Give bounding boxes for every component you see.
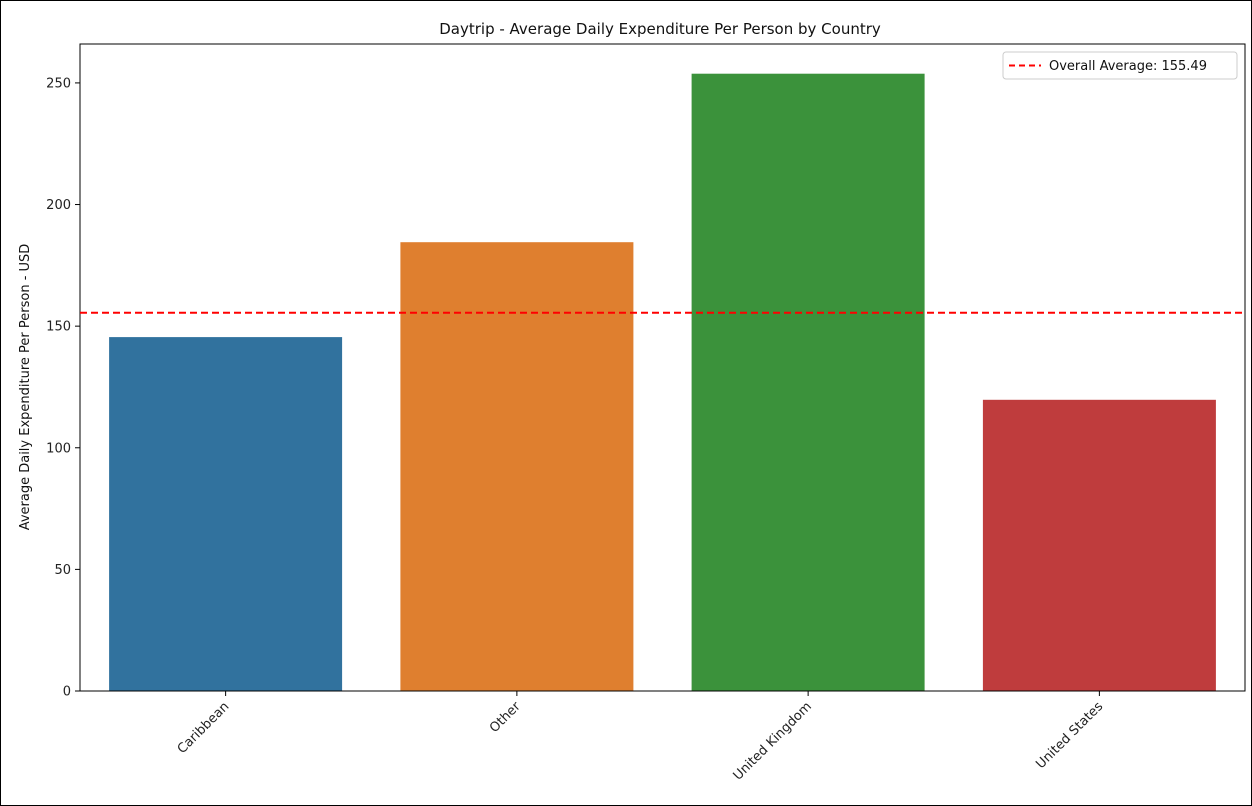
bar-united-kingdom <box>691 73 925 691</box>
legend-box <box>1002 51 1238 80</box>
y-tick-label: 50 <box>54 563 71 578</box>
x-tick-label-caribbean: Caribbean <box>175 699 233 757</box>
x-tick-label-other: Other <box>487 699 524 736</box>
bar-other <box>400 242 634 691</box>
bar-united-states <box>982 399 1216 691</box>
y-tick-label: 150 <box>46 320 71 335</box>
bars-layer <box>109 73 1216 691</box>
plot-area-border <box>79 43 1246 692</box>
chart-title: Daytrip - Average Daily Expenditure Per … <box>439 20 881 38</box>
y-tick-label: 0 <box>63 685 71 700</box>
y-axis-label: Average Daily Expenditure Per Person - U… <box>18 244 33 531</box>
bar-caribbean <box>109 337 343 691</box>
legend: Overall Average: 155.49 <box>1002 51 1238 80</box>
x-tick-label-united-kingdom: United Kingdom <box>731 699 815 783</box>
y-tick-label: 250 <box>46 76 71 91</box>
legend-label: Overall Average: 155.49 <box>1049 59 1207 74</box>
y-tick-label: 100 <box>46 441 71 456</box>
x-tick-label-united-states: United States <box>1033 699 1106 772</box>
y-tick-label: 200 <box>46 198 71 213</box>
